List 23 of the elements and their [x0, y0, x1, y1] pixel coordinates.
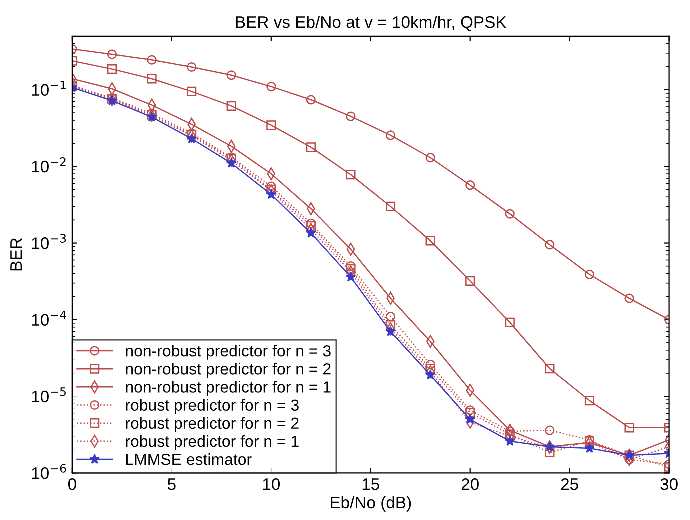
y-tick-label: 10$^{−1}$	[32, 81, 66, 96]
x-tick-label: 0	[68, 478, 76, 490]
y-tick-label: 10$^{−4}$	[32, 310, 66, 326]
legend-label: robust predictor for n = 3	[126, 399, 299, 414]
x-axis-title: Eb/No (dB)	[331, 496, 412, 512]
x-tick-label: 30	[660, 478, 678, 490]
legend-label: non-robust predictor for n = 2	[126, 363, 331, 378]
y-axis-title: BER	[10, 238, 22, 271]
x-tick-label: 20	[462, 478, 479, 490]
legend-label: non-robust predictor for n = 1	[126, 381, 331, 396]
legend-label: LMMSE estimator	[126, 454, 252, 466]
y-tick-label: 10$^{−2}$	[32, 157, 66, 173]
chart-title: BER vs Eb/No at v = 10km/hr, QPSK	[236, 16, 507, 32]
x-tick-label: 15	[362, 478, 380, 490]
y-tick-label: 10$^{−5}$	[32, 388, 66, 403]
x-tick-label: 10	[263, 478, 280, 490]
legend-label: robust predictor for n = 1	[126, 435, 299, 450]
legend-label: non-robust predictor for n = 3	[126, 345, 331, 360]
y-tick-label: 10$^{−6}$	[32, 464, 66, 480]
x-tick-label: 5	[168, 478, 176, 490]
y-tick-label: 10$^{−3}$	[32, 234, 66, 250]
x-tick-label: 25	[561, 478, 578, 490]
legend-label: robust predictor for n = 2	[126, 417, 299, 432]
